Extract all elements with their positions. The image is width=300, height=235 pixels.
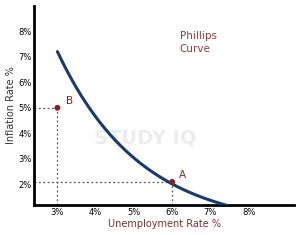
- Text: Phillips
Curve: Phillips Curve: [180, 31, 217, 54]
- Y-axis label: Inflation Rate %: Inflation Rate %: [6, 66, 16, 144]
- Text: A: A: [179, 170, 186, 180]
- Text: STUDY IQ: STUDY IQ: [94, 129, 196, 148]
- Point: [55, 106, 60, 110]
- Text: B: B: [66, 97, 73, 106]
- X-axis label: Unemployment Rate %: Unemployment Rate %: [108, 219, 221, 229]
- Point: [170, 180, 175, 184]
